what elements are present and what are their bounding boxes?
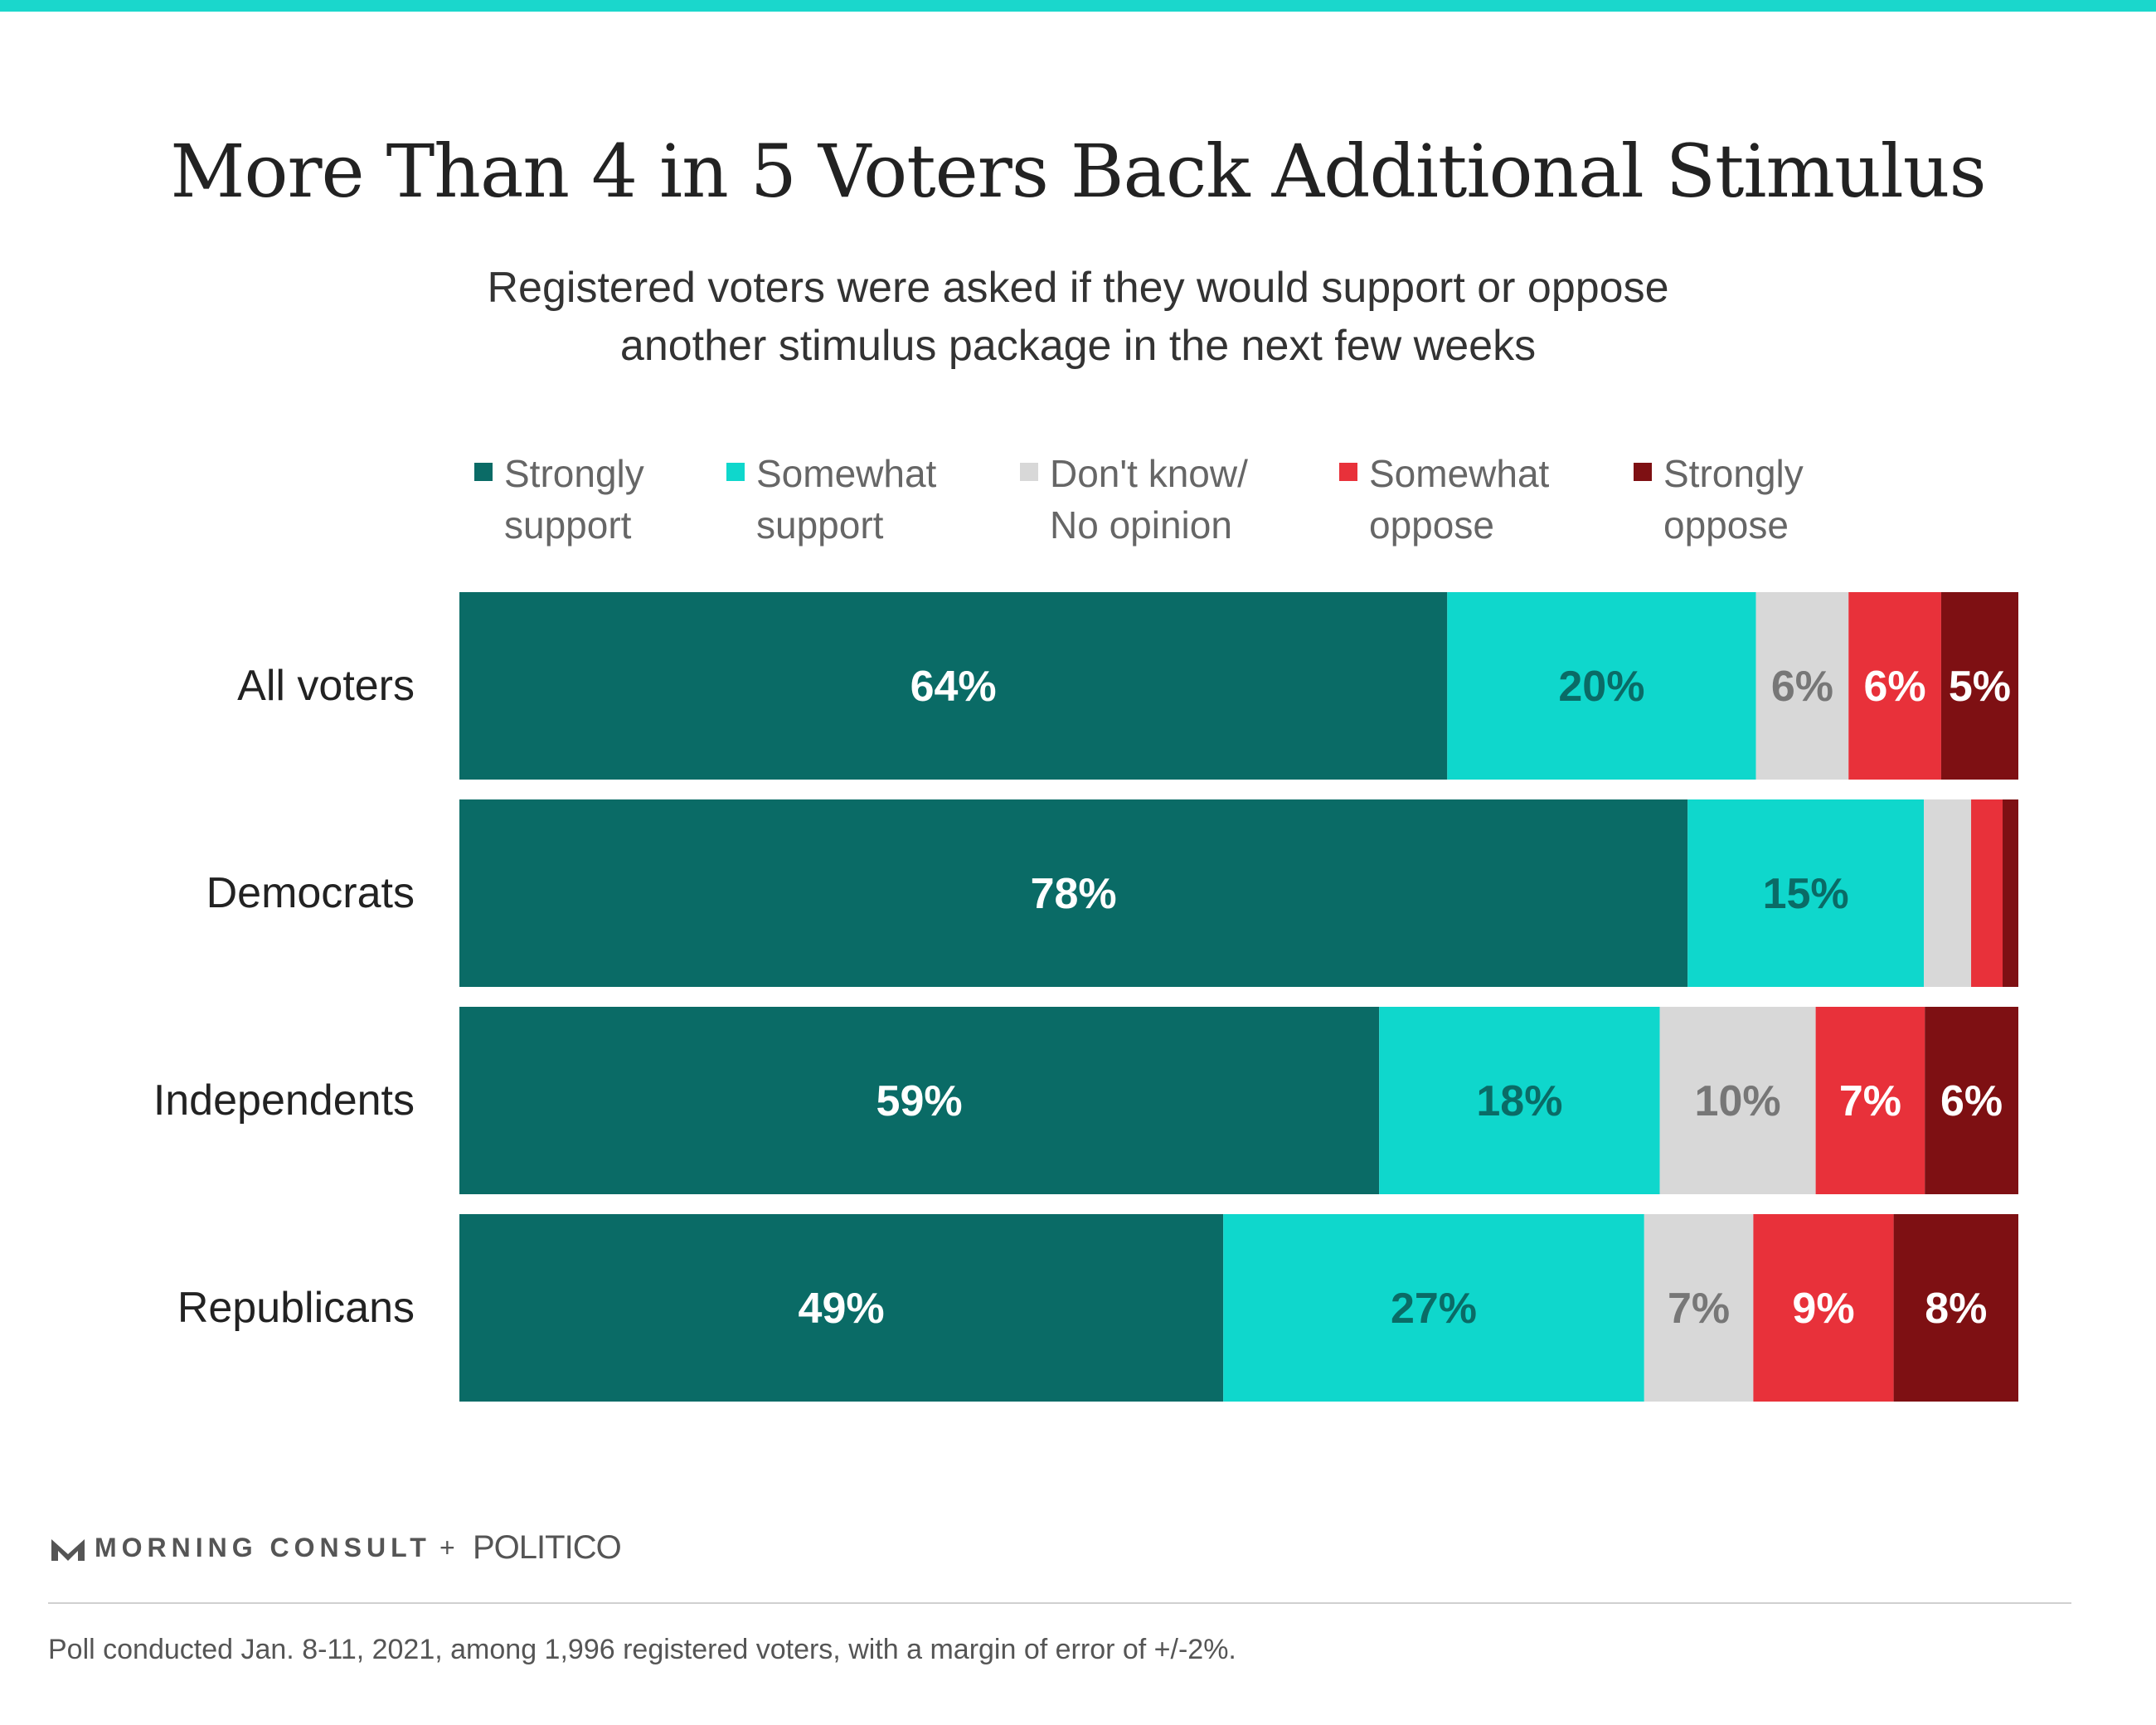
data-label: 59% [876, 1077, 963, 1125]
legend-label: Strongly oppose [1663, 452, 1804, 547]
footer-divider [48, 1602, 2071, 1604]
bar-segment [1753, 1214, 1894, 1402]
legend-label: Somewhat support [756, 452, 937, 547]
legend-swatch [1020, 463, 1038, 481]
bar-segment [2003, 799, 2018, 987]
data-label: 7% [1668, 1285, 1730, 1333]
category-label: Independents [153, 1076, 415, 1125]
bar-segment [1644, 1214, 1754, 1402]
legend-swatch [1634, 463, 1652, 481]
bar-segment [1379, 1007, 1660, 1194]
bar-segment [459, 592, 1448, 780]
data-label: 7% [1839, 1077, 1901, 1125]
data-label: 15% [1763, 870, 1849, 918]
legend-label: Somewhat oppose [1369, 452, 1550, 547]
data-label: 64% [910, 663, 997, 711]
stacked-bar-chart: All voters 64% 20% 6% 6% 5% Democrats 78% 15% Ind… [153, 592, 2018, 1402]
bar-segment [1924, 799, 1972, 987]
legend-label: Don't know/ No opinion [1050, 452, 1248, 547]
data-label: 10% [1695, 1077, 1781, 1125]
data-label: 20% [1558, 663, 1644, 711]
data-label: 5% [1949, 663, 2011, 711]
chart-title: More Than 4 in 5 Voters Back Additional … [170, 129, 1986, 214]
subtitle-line: another stimulus package in the next few… [619, 322, 1537, 370]
morning-consult-logo-icon [51, 1539, 85, 1561]
legend-swatch [474, 463, 493, 481]
bar-segment [1940, 592, 2018, 780]
data-label: 6% [1864, 663, 1926, 711]
category-label: Democrats [206, 869, 415, 917]
category-label: Republicans [177, 1284, 415, 1332]
bar-segment [459, 1007, 1380, 1194]
bar-segment [1925, 1007, 2018, 1194]
bar-segment [1971, 799, 2003, 987]
bar-segment [459, 799, 1688, 987]
subtitle-line: Registered voters were asked if they wou… [487, 264, 1669, 312]
data-label: 18% [1476, 1077, 1562, 1125]
bar-segment [1755, 592, 1849, 780]
data-label: 8% [1925, 1285, 1987, 1333]
branding-plus: + [439, 1533, 455, 1562]
bar-segment [1659, 1007, 1816, 1194]
legend-swatch [726, 463, 745, 481]
chart-subtitle: Registered voters were asked if they wou… [332, 259, 1824, 375]
footnote: Poll conducted Jan. 8-11, 2021, among 1,… [48, 1634, 1236, 1665]
top-accent-bar [0, 0, 2156, 12]
data-label: 78% [1031, 870, 1117, 918]
bar-segment [1687, 799, 1925, 987]
bar-segment [1815, 1007, 1925, 1194]
legend-swatch [1339, 463, 1357, 481]
data-label: 6% [1940, 1077, 2003, 1125]
bar-segment [1447, 592, 1756, 780]
bar-segment [1848, 592, 1941, 780]
data-label: 6% [1771, 663, 1833, 711]
category-label: All voters [237, 662, 415, 710]
bar-segment [1223, 1214, 1644, 1402]
data-label: 9% [1792, 1285, 1854, 1333]
bar-segment [1893, 1214, 2018, 1402]
data-label: 49% [799, 1285, 885, 1333]
legend-label: Strongly support [504, 452, 644, 547]
morning-consult-logo-text: MORNING CONSULT [95, 1533, 431, 1562]
politico-logo-text: POLITICO [473, 1529, 622, 1566]
bar-segment [459, 1214, 1224, 1402]
data-label: 27% [1391, 1285, 1477, 1333]
branding: MORNING CONSULT + POLITICO [51, 1529, 798, 1566]
